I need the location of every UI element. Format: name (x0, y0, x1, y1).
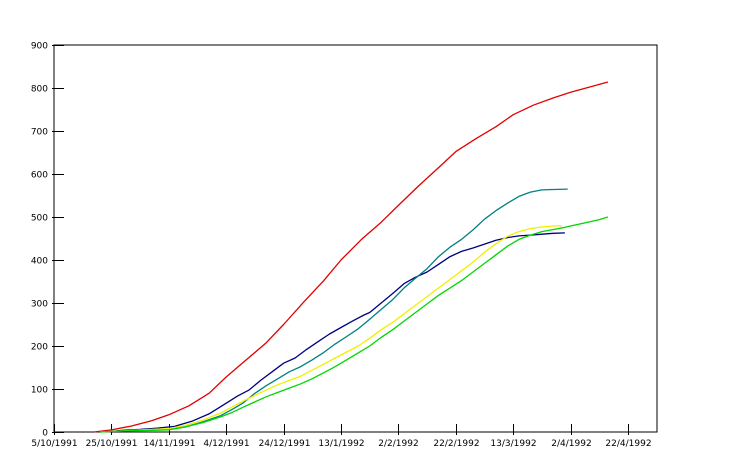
x-tick-label: 25/10/1991 (86, 439, 138, 449)
x-tick-label: 22/4/1992 (605, 439, 651, 449)
y-tick-label: 600 (31, 171, 48, 181)
y-tick-label: 800 (31, 85, 48, 95)
y-tick-label: 100 (31, 386, 48, 396)
series-green-line (99, 216, 609, 433)
x-tick-label: 2/2/1992 (378, 439, 418, 449)
x-tick-label: 4/12/1991 (203, 439, 249, 449)
x-tick-label: 13/3/1992 (490, 439, 536, 449)
x-tick-label: 14/11/1991 (144, 439, 196, 449)
series-yellow-line (99, 224, 563, 433)
x-tick-label: 5/10/1991 (31, 439, 77, 449)
x-tick-label: 2/4/1992 (551, 439, 591, 449)
y-tick-label: 400 (31, 257, 48, 267)
y-tick-label: 500 (31, 214, 48, 224)
series-navy-line (105, 232, 565, 433)
x-tick-label: 24/12/1991 (259, 439, 311, 449)
y-tick-label: 200 (31, 343, 48, 353)
series-red-line (94, 81, 609, 433)
y-tick-label: 900 (31, 42, 48, 52)
plot-border (53, 44, 658, 433)
y-tick-label: 0 (42, 429, 48, 439)
series-teal-line (99, 188, 568, 433)
y-tick-label: 700 (31, 128, 48, 138)
x-tick-label: 22/2/1992 (433, 439, 479, 449)
y-tick-label: 300 (31, 300, 48, 310)
x-tick-label: 13/1/1992 (318, 439, 364, 449)
